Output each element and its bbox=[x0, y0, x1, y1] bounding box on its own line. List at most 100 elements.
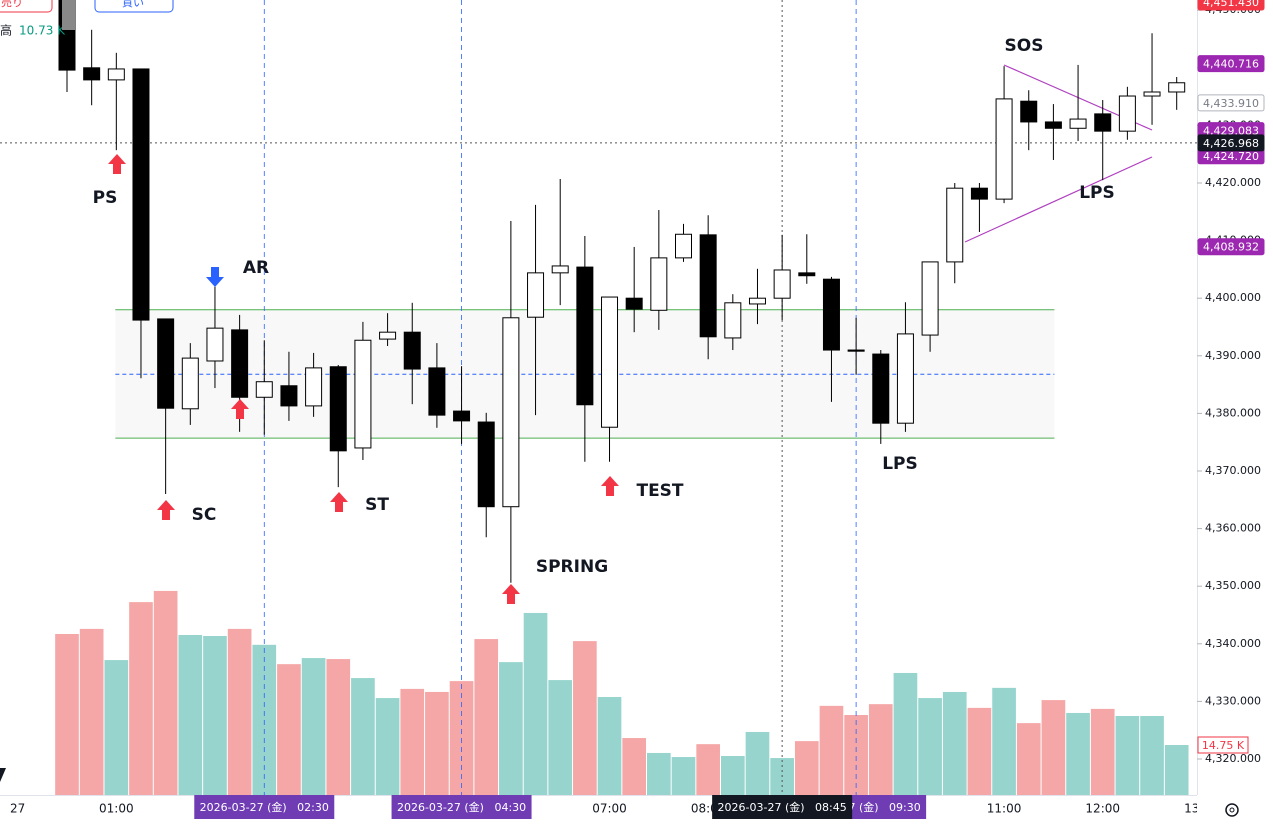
price-tag-label: 4,408.932 bbox=[1203, 241, 1259, 254]
volume-bar bbox=[277, 664, 301, 795]
candle-body bbox=[1168, 82, 1186, 93]
sell-label[interactable]: 売り bbox=[1, 0, 23, 9]
volume-bar bbox=[1016, 723, 1041, 795]
volume-bar bbox=[326, 659, 351, 795]
volume-bar bbox=[647, 752, 671, 795]
time-marker-label: 2026-03-27 (金) 08:45 bbox=[718, 800, 847, 814]
price-tag-label: 4,451.430 bbox=[1203, 0, 1259, 9]
overlay: 売り 買い 高 10.73 K bbox=[0, 0, 1239, 817]
volume-bar bbox=[720, 756, 745, 795]
volume-bar bbox=[794, 741, 819, 795]
signal-arrow bbox=[601, 476, 619, 496]
volume-bar bbox=[425, 691, 449, 795]
volume-bar bbox=[203, 636, 227, 795]
volume-legend-value: 10.73 K bbox=[19, 24, 66, 38]
overlay-handle bbox=[62, 0, 75, 30]
candle-body bbox=[1094, 113, 1112, 132]
candle-body bbox=[724, 302, 742, 339]
y-tick-label: 4,390.000 bbox=[1205, 349, 1261, 362]
time-axis: 2701:0007:0008:0011:0012:0013:002026-03-… bbox=[10, 795, 1197, 819]
y-tick-label: 4,420.000 bbox=[1205, 176, 1261, 189]
volume-bar bbox=[622, 738, 647, 795]
annotation: TEST bbox=[636, 481, 683, 501]
price-tag-label: 4,433.910 bbox=[1203, 97, 1259, 110]
candle-body bbox=[329, 366, 347, 452]
candle-body bbox=[650, 257, 668, 311]
annotation: AR bbox=[243, 258, 269, 278]
volume-bar bbox=[375, 698, 400, 795]
volume-bar bbox=[129, 602, 153, 795]
volume-bar bbox=[1041, 700, 1066, 795]
time-marker-label: 2026-03-27 (金) 02:30 bbox=[200, 800, 329, 814]
volume-bar bbox=[1115, 716, 1140, 795]
x-tick-label: 07:00 bbox=[592, 802, 627, 816]
candle-body bbox=[231, 329, 249, 398]
price-tag bbox=[1197, 94, 1265, 112]
candle-body bbox=[379, 331, 397, 340]
volume-bar bbox=[227, 628, 252, 795]
signal-arrow bbox=[157, 500, 175, 520]
candle-body bbox=[132, 68, 150, 321]
volume-bar bbox=[252, 644, 277, 795]
x-tick-label: 01:00 bbox=[99, 802, 134, 816]
volume-tag-label: 14.75 K bbox=[1202, 739, 1245, 752]
volume-bar bbox=[474, 639, 499, 795]
candle-body bbox=[896, 333, 914, 424]
candle-body bbox=[798, 272, 816, 277]
volume-bar bbox=[548, 680, 573, 795]
candle-body bbox=[601, 296, 619, 428]
buy-button[interactable] bbox=[94, 0, 174, 13]
annotation: SC bbox=[192, 505, 217, 525]
volume-bar bbox=[967, 707, 992, 795]
annotation: LPS bbox=[1079, 183, 1115, 203]
signal-arrow bbox=[108, 154, 126, 174]
settings-icon-center[interactable] bbox=[1229, 807, 1235, 813]
candle-body bbox=[921, 261, 939, 336]
corner-marker bbox=[0, 768, 6, 782]
volume-bar bbox=[696, 744, 720, 795]
volume-bar bbox=[55, 633, 79, 795]
volume-bar bbox=[1140, 716, 1164, 795]
candle-body bbox=[675, 233, 692, 259]
candle-body bbox=[107, 68, 125, 81]
volume-bar bbox=[918, 698, 942, 795]
candle-body bbox=[181, 357, 199, 410]
x-tick-label: 27 bbox=[10, 802, 25, 816]
candle-body bbox=[1020, 100, 1038, 123]
volume-tag bbox=[1197, 736, 1249, 754]
y-tick-label: 4,330.000 bbox=[1205, 694, 1261, 707]
volume-bar bbox=[153, 590, 178, 795]
volume-bar bbox=[499, 662, 523, 795]
candle-body bbox=[576, 266, 594, 406]
buy-label[interactable]: 買い bbox=[122, 0, 144, 9]
volume-bar bbox=[523, 612, 548, 795]
volume-bar bbox=[597, 697, 622, 795]
settings-icon[interactable] bbox=[1225, 803, 1239, 817]
volume-bar bbox=[79, 628, 104, 795]
volume-bar bbox=[1164, 745, 1189, 795]
time-marker-label: 2026-03-27 (金) 04:30 bbox=[397, 800, 526, 814]
sell-button[interactable] bbox=[0, 0, 53, 13]
signal-arrow bbox=[502, 584, 520, 604]
signal-arrow bbox=[330, 492, 348, 512]
candle-body bbox=[403, 331, 421, 370]
plot-area: PS AR SC ST SPRING TEST LPS SOS LPS bbox=[0, 0, 1197, 795]
candle-body bbox=[280, 385, 298, 407]
volume-bar bbox=[893, 672, 918, 795]
candle-body bbox=[305, 367, 323, 407]
volume-bar bbox=[942, 691, 967, 795]
candle-body bbox=[625, 297, 643, 310]
candle-body bbox=[748, 297, 766, 305]
candle-body bbox=[946, 187, 964, 263]
price-tag bbox=[1197, 0, 1265, 11]
trendline bbox=[964, 156, 1153, 243]
candle-body bbox=[773, 269, 791, 299]
annotation: SPRING bbox=[536, 557, 608, 577]
volume-bar bbox=[178, 635, 203, 795]
volume-bar bbox=[844, 715, 868, 795]
candle-body bbox=[428, 367, 446, 416]
candle-body bbox=[255, 381, 273, 398]
time-marker-box bbox=[712, 795, 853, 819]
